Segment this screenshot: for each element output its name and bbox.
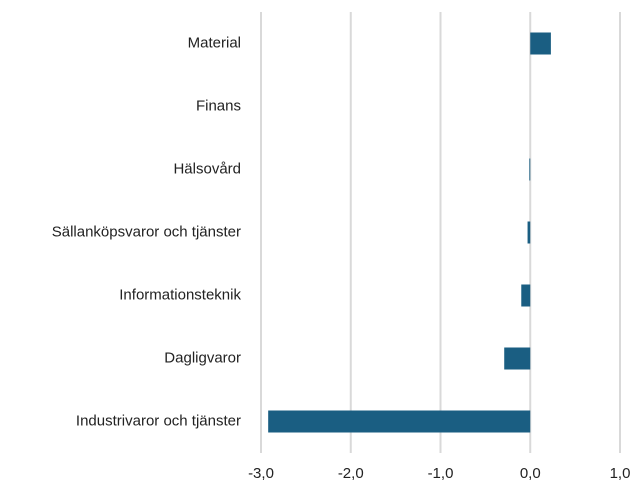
bar [521, 284, 531, 307]
bar [529, 158, 531, 181]
y-tick-label: Sällanköpsvaror och tjänster [52, 223, 241, 240]
x-tick-label: -2,0 [338, 465, 364, 482]
x-tick-label: -3,0 [248, 465, 274, 482]
y-tick-label: Informationsteknik [119, 286, 241, 303]
bar [527, 221, 531, 244]
y-tick-label: Industrivaror och tjänster [76, 412, 241, 429]
bar [268, 410, 531, 433]
x-tick-label: -1,0 [428, 465, 454, 482]
y-tick-label: Hälsovård [173, 160, 241, 177]
x-tick-label: 0,0 [520, 465, 541, 482]
y-tick-label: Dagligvaror [164, 349, 241, 366]
bar [504, 347, 531, 370]
y-tick-label: Material [188, 34, 241, 51]
x-tick-label: 1,0 [610, 465, 631, 482]
bar [530, 32, 551, 55]
y-tick-label: Finans [196, 97, 241, 114]
